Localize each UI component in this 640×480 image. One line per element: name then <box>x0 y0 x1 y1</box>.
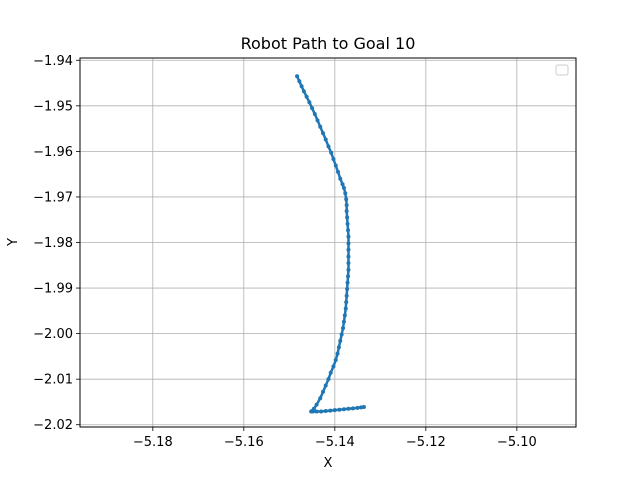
y-tick-label: −1.97 <box>33 190 73 205</box>
data-point <box>299 84 304 89</box>
data-point <box>336 345 341 350</box>
data-point <box>320 131 325 136</box>
axis-ticks: −5.18 −5.16 −5.14 −5.12 −5.10 −1.94 −1.95 −1.96… <box>33 54 537 450</box>
data-point <box>331 364 336 369</box>
data-point <box>346 247 351 252</box>
data-point <box>346 274 351 279</box>
data-point <box>307 100 312 105</box>
data-point <box>297 79 302 84</box>
data-point <box>333 163 338 168</box>
data-point <box>341 407 346 412</box>
data-point <box>343 191 348 196</box>
data-point <box>361 404 366 409</box>
data-point <box>344 293 349 298</box>
y-axis-label: Y <box>6 238 21 247</box>
data-point <box>332 408 337 413</box>
data-series <box>295 74 366 414</box>
data-point <box>312 112 317 117</box>
data-point <box>328 408 333 413</box>
data-point <box>337 407 342 412</box>
data-point <box>310 106 315 111</box>
data-point <box>341 326 346 331</box>
x-tick-label: −5.14 <box>315 435 355 450</box>
data-point <box>344 203 349 208</box>
data-point <box>318 124 323 129</box>
y-tick-label: −1.99 <box>33 282 73 297</box>
y-tick-label: −2.02 <box>33 418 73 433</box>
data-point <box>341 185 346 190</box>
data-point <box>320 389 325 394</box>
data-point <box>345 221 350 226</box>
data-point <box>310 409 315 414</box>
y-tick-label: −1.95 <box>33 99 73 114</box>
x-tick-label: −5.12 <box>406 435 446 450</box>
data-point <box>326 377 331 382</box>
x-tick-label: −5.16 <box>224 435 264 450</box>
y-tick-label: −1.94 <box>33 54 73 69</box>
x-axis-label: X <box>324 456 333 471</box>
data-point <box>315 118 320 123</box>
y-tick-label: −1.98 <box>33 236 73 251</box>
data-point <box>355 405 360 410</box>
y-tick-label: −2.01 <box>33 373 73 388</box>
data-point <box>338 176 343 181</box>
data-point <box>336 169 341 174</box>
data-point <box>323 409 328 414</box>
data-point <box>351 406 356 411</box>
data-point <box>346 406 351 411</box>
data-point <box>295 74 300 79</box>
data-point <box>345 215 350 220</box>
chart-title: Robot Path to Goal 10 <box>241 34 416 53</box>
data-point <box>331 157 336 162</box>
data-point <box>328 370 333 375</box>
y-tick-label: −2.00 <box>33 327 73 342</box>
data-point <box>346 261 351 265</box>
data-point <box>346 228 351 233</box>
y-tick-label: −1.96 <box>33 145 73 160</box>
data-point <box>304 94 309 99</box>
data-point <box>346 267 351 272</box>
data-point <box>343 306 348 311</box>
data-point <box>314 409 319 414</box>
data-point <box>338 338 343 343</box>
data-point <box>318 396 323 401</box>
data-point <box>323 383 328 388</box>
data-point <box>335 351 340 356</box>
x-tick-label: −5.10 <box>497 435 537 450</box>
data-point <box>319 409 324 414</box>
data-point <box>344 209 349 214</box>
legend-box <box>555 64 569 76</box>
data-point <box>344 300 349 305</box>
data-point <box>323 137 328 142</box>
data-point <box>326 144 331 149</box>
data-point <box>345 286 350 291</box>
data-point <box>333 358 338 363</box>
data-point <box>329 150 334 155</box>
data-point <box>346 241 351 246</box>
data-point <box>314 402 319 407</box>
legend <box>555 64 569 76</box>
data-point <box>301 89 306 94</box>
data-point <box>346 234 351 239</box>
data-point <box>339 332 344 337</box>
data-point <box>346 254 351 259</box>
x-tick-label: −5.18 <box>133 435 173 450</box>
data-point <box>341 319 346 324</box>
data-point <box>340 182 345 187</box>
data-point <box>344 197 349 202</box>
data-point <box>345 280 350 285</box>
data-point <box>342 313 347 318</box>
